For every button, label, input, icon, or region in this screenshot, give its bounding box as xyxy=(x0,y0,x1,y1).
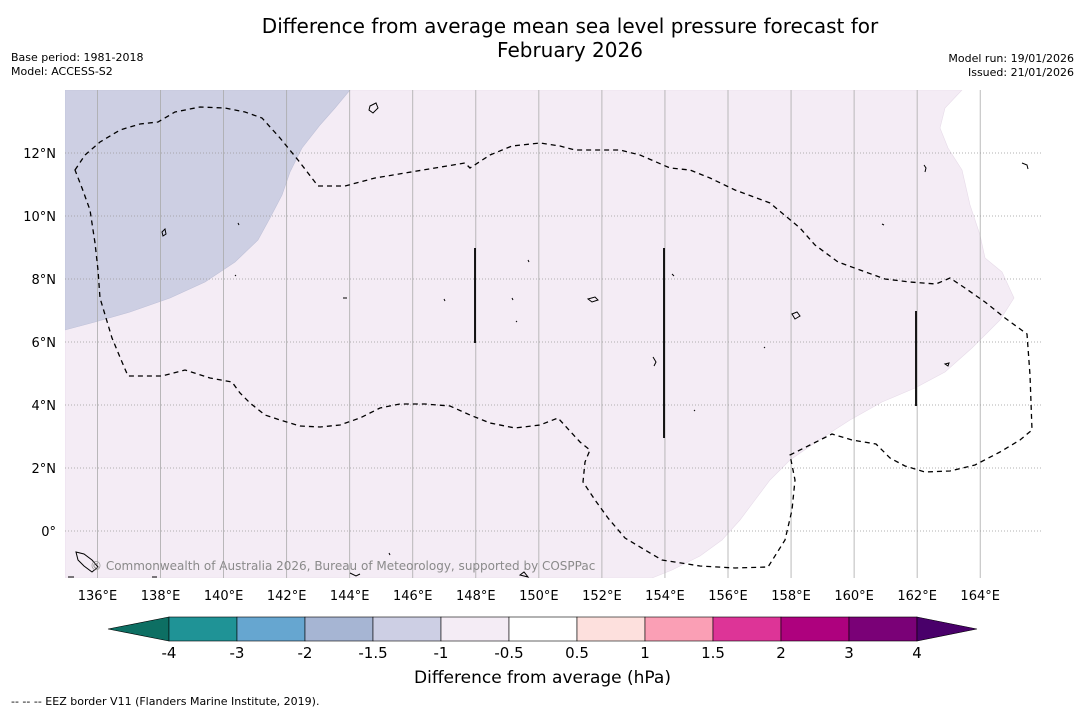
lon-label-11: 158°E xyxy=(771,589,811,604)
island-atoll-10 xyxy=(234,274,237,277)
lon-label-8: 152°E xyxy=(582,589,622,604)
island-png-coast xyxy=(75,551,99,573)
island-atoll-4 xyxy=(881,223,885,226)
lon-label-1: 138°E xyxy=(141,589,181,604)
island-north-east xyxy=(1021,162,1029,170)
lon-label-5: 146°E xyxy=(393,589,433,604)
colorbar-swatch-5 xyxy=(508,616,578,642)
island-atoll-14 xyxy=(349,572,361,577)
colorbar-tick-7: 1 xyxy=(640,644,650,662)
lat-label-0: 12°N xyxy=(23,147,56,162)
island-atoll-11 xyxy=(693,409,696,412)
map-title: Difference from average mean sea level p… xyxy=(0,14,1085,62)
lon-label-2: 140°E xyxy=(204,589,244,604)
colorbar-tick-9: 2 xyxy=(776,644,786,662)
colorbar-swatch-9 xyxy=(780,616,850,642)
model-text: Model: ACCESS-S2 xyxy=(11,65,113,78)
colorbar-swatch-1 xyxy=(236,616,306,642)
colorbar-extend-high xyxy=(916,616,978,642)
island-yap xyxy=(161,227,167,237)
island-atoll-3 xyxy=(652,356,657,367)
island-atoll-9 xyxy=(237,222,240,226)
island-kosrae xyxy=(943,362,950,367)
island-north-east-2 xyxy=(923,164,927,173)
colorbar-tick-6: 0.5 xyxy=(565,644,589,662)
lon-label-7: 150°E xyxy=(519,589,559,604)
map-annotation-lines xyxy=(474,248,917,438)
colorbar-swatch-4 xyxy=(440,616,510,642)
colorbar-swatch-6 xyxy=(576,616,646,642)
lon-label-0: 136°E xyxy=(78,589,118,604)
lon-label-4: 144°E xyxy=(330,589,370,604)
meta-left: Base period: 1981-2018 Model: ACCESS-S2 xyxy=(11,51,143,79)
island-atoll-12 xyxy=(763,346,766,349)
lat-label-2: 8°N xyxy=(32,273,57,288)
colorbar-tick-11: 4 xyxy=(912,644,922,662)
lat-label-4: 4°N xyxy=(32,399,57,414)
colorbar-extend-low xyxy=(107,616,170,642)
island-atoll-8 xyxy=(515,320,518,323)
colorbar: -4 -3 -2 -1.5 -1 -0.5 0.5 1 1.5 2 3 4 xyxy=(107,616,978,662)
latitude-labels: 12°N 10°N 8°N 6°N 4°N 2°N 0° xyxy=(23,147,56,540)
lon-label-13: 162°E xyxy=(897,589,937,604)
model-run-text: Model run: 19/01/2026 xyxy=(948,52,1074,65)
colorbar-swatch-7 xyxy=(644,616,714,642)
islands xyxy=(68,102,1029,578)
colorbar-title: Difference from average (hPa) xyxy=(414,668,671,688)
colorbar-tick-10: 3 xyxy=(844,644,854,662)
lat-label-5: 2°N xyxy=(32,462,57,477)
island-atoll-2 xyxy=(671,273,675,277)
island-pohnpei xyxy=(791,311,801,320)
island-guam xyxy=(368,102,379,114)
pressure-band-minus-1-to-minus-0-5 xyxy=(65,90,1015,578)
colorbar-tick-4: -1 xyxy=(434,644,449,662)
colorbar-tick-2: -2 xyxy=(298,644,313,662)
issued-text: Issued: 21/01/2026 xyxy=(967,66,1074,79)
colorbar-swatch-3 xyxy=(372,616,442,642)
eez-border xyxy=(74,106,1033,569)
lat-label-1: 10°N xyxy=(23,210,56,225)
colorbar-swatch-8 xyxy=(712,616,782,642)
island-atoll-6 xyxy=(443,298,446,302)
eez-footnote: -- -- -- EEZ border V11 (Flanders Marine… xyxy=(11,695,320,708)
colorbar-swatch-0 xyxy=(168,616,238,642)
colorbar-tick-0: -4 xyxy=(162,644,177,662)
island-atoll-13 xyxy=(388,552,391,556)
gridlines xyxy=(65,90,1042,578)
island-atoll-7 xyxy=(511,297,514,301)
lon-label-3: 142°E xyxy=(267,589,307,604)
colorbar-swatch-10 xyxy=(848,616,918,642)
colorbar-tick-8: 1.5 xyxy=(701,644,725,662)
colorbar-swatch-2 xyxy=(304,616,374,642)
copyright-text: © Commonwealth of Australia 2026, Bureau… xyxy=(90,559,595,573)
lat-label-3: 6°N xyxy=(32,336,57,351)
longitude-labels: 136°E 138°E 140°E 142°E 144°E 146°E 148°E 150°E… xyxy=(78,589,1000,604)
lon-label-6: 148°E xyxy=(456,589,496,604)
lon-label-12: 160°E xyxy=(834,589,874,604)
base-period-text: Base period: 1981-2018 xyxy=(11,51,144,64)
colorbar-tick-1: -3 xyxy=(230,644,245,662)
lat-label-6: 0° xyxy=(41,525,56,540)
island-atoll-1 xyxy=(527,259,530,263)
lon-label-10: 156°E xyxy=(708,589,748,604)
colorbar-tick-5: -0.5 xyxy=(494,644,523,662)
colorbar-tick-3: -1.5 xyxy=(358,644,387,662)
lon-label-9: 154°E xyxy=(645,589,685,604)
meta-right: Model run: 19/01/2026 Issued: 21/01/2026 xyxy=(948,52,1074,80)
lon-label-14: 164°E xyxy=(960,589,1000,604)
map-title-line-1: Difference from average mean sea level p… xyxy=(261,14,879,38)
pressure-band-minus-1-5-to-minus-1 xyxy=(65,90,351,331)
map-area: © Commonwealth of Australia 2026, Bureau… xyxy=(65,90,1042,578)
island-png-east xyxy=(518,571,530,578)
map-title-line-2: February 2026 xyxy=(497,38,643,62)
island-chuuk xyxy=(586,296,599,303)
